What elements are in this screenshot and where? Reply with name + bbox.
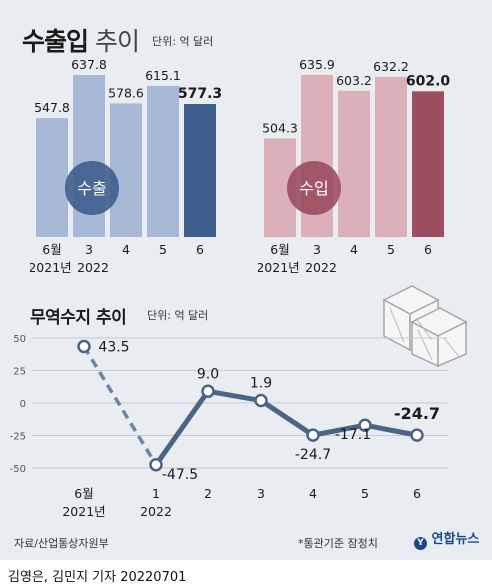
import-badge (287, 161, 341, 215)
export-bar (184, 104, 216, 237)
x-tick-label: 3 (257, 486, 265, 501)
data-label: -24.7 (295, 447, 331, 463)
title-bold: 수출입 (22, 27, 89, 56)
x-year-label: 2021년 (62, 504, 105, 519)
data-label: -17.1 (335, 427, 371, 443)
import-tick-label: 4 (350, 242, 358, 257)
export-tick-label: 6월 (42, 242, 61, 257)
export-bar (147, 85, 179, 237)
y-tick-label: 25 (13, 367, 26, 378)
data-point (201, 384, 215, 399)
news-logo-text: 연합뉴스 (431, 532, 480, 547)
data-label: -24.7 (394, 404, 440, 423)
export-tick-label: 6 (196, 242, 204, 257)
export-badge-label: 수출 (77, 179, 106, 198)
export-value-label: 578.6 (108, 85, 144, 100)
data-point (77, 339, 91, 354)
data-point (410, 428, 424, 442)
trade-balance-title: 무역수지 추이 (30, 308, 127, 328)
import-value-label: 602.0 (406, 73, 451, 89)
x-year-label: 2022 (140, 504, 172, 519)
import-bar-chart: 504.3 6월 635.9 3 603.2 4 632.2 5 602.0 6 2021년 2022… (258, 57, 451, 275)
export-tick-label: 5 (159, 242, 167, 257)
data-point (149, 458, 163, 472)
boxes-illustration (382, 285, 468, 368)
export-year-label: 2021년 (30, 260, 72, 275)
x-tick-label: 6월 (74, 486, 93, 501)
data-label: -47.5 (162, 467, 198, 483)
import-value-label: 635.9 (299, 57, 335, 72)
export-bar (110, 103, 142, 237)
export-value-label: 615.1 (145, 68, 181, 83)
export-tick-label: 4 (122, 242, 130, 257)
note-label: *통관기준 잠정치 (298, 537, 378, 550)
series-line (153, 388, 418, 467)
y-tick-label: -50 (10, 464, 26, 475)
import-tick-label: 5 (387, 242, 395, 257)
source-label: 자료/산업통상자원부 (14, 537, 109, 550)
data-label: 9.0 (197, 366, 219, 382)
y-tick-label: -25 (10, 432, 26, 443)
trade-balance-line-chart: 50250-25-5043.5-47.59.01.9-24.7-17.1-24.… (10, 334, 448, 519)
y-tick-label: 0 (20, 399, 26, 410)
export-year-label: 2022 (77, 260, 109, 275)
data-point (254, 393, 268, 408)
news-logo: Y 연합뉴스 (414, 528, 479, 550)
x-tick-label: 4 (309, 486, 317, 501)
export-bar-chart: 547.8 6월 637.8 3 578.6 4 615.1 5 577.3 6 2021년 2022… (30, 57, 222, 275)
data-point (306, 428, 320, 442)
import-bar (412, 91, 444, 237)
trade-unit-label: 단위: 억 달러 (147, 309, 209, 322)
import-value-label: 504.3 (262, 120, 298, 135)
title-light: 추이 (88, 27, 140, 56)
export-bar (36, 118, 68, 237)
data-point (358, 418, 372, 432)
x-tick-label: 2 (204, 486, 212, 501)
x-tick-label: 5 (361, 486, 369, 501)
credit-line: 김영은, 김민지 기자 20220701 (8, 570, 187, 585)
dashed-series-line (82, 345, 158, 466)
import-bar (338, 90, 370, 237)
import-tick-label: 6 (424, 242, 432, 257)
y-tick-label: 50 (13, 334, 26, 345)
data-label: 43.5 (98, 339, 129, 355)
import-year-label: 2021년 (258, 260, 300, 275)
export-tick-label: 3 (85, 242, 93, 257)
import-value-label: 632.2 (373, 59, 409, 74)
x-tick-label: 6 (413, 486, 421, 501)
x-tick-label: 1 (152, 486, 160, 501)
import-bar (375, 76, 407, 238)
unit-label: 단위: 억 달러 (152, 35, 214, 48)
import-value-label: 603.2 (336, 73, 372, 88)
import-tick-label: 6월 (270, 242, 289, 257)
import-tick-label: 3 (313, 242, 321, 257)
export-value-label: 547.8 (34, 100, 70, 115)
page-title: 수출입 추이 (22, 22, 140, 58)
import-year-label: 2022 (305, 260, 337, 275)
import-badge-label: 수입 (299, 179, 328, 198)
export-value-label: 637.8 (71, 57, 107, 72)
export-value-label: 577.3 (178, 86, 222, 102)
export-badge (65, 161, 119, 215)
data-label: 1.9 (250, 376, 272, 392)
